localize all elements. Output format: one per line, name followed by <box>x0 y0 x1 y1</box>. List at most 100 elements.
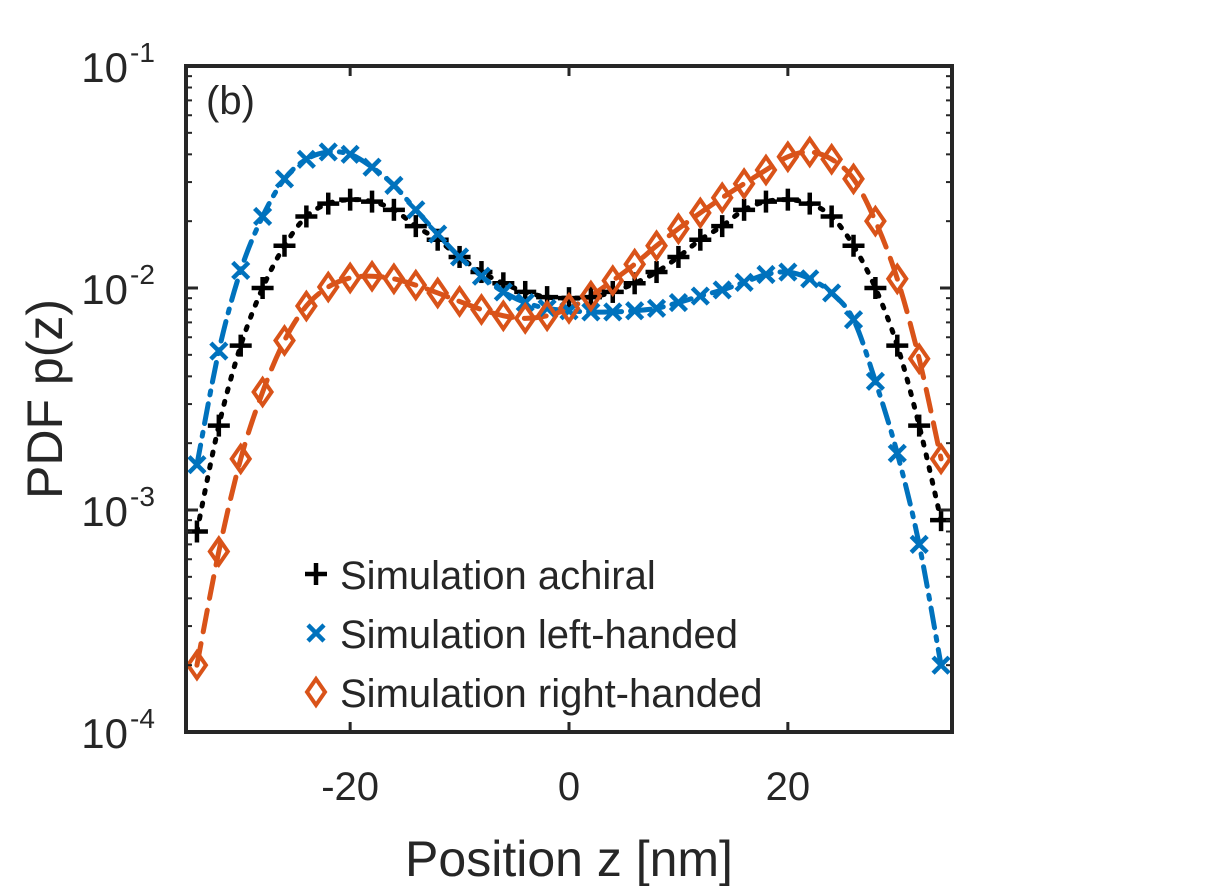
data-point-s0-2 <box>229 334 252 357</box>
data-point-s1-4 <box>274 169 295 189</box>
data-point-s1-9 <box>384 175 404 195</box>
marker-x-b <box>843 310 864 330</box>
y-tick-label: 10 -2 <box>81 259 155 313</box>
data-point-s1-11 <box>428 224 448 244</box>
data-point-s0-26 <box>754 190 777 213</box>
data-point-s1-6 <box>318 142 338 162</box>
data-point-s0-21 <box>645 261 668 284</box>
data-point-s1-22 <box>668 292 689 313</box>
marker-x-b <box>909 534 929 554</box>
marker-diamond-shape <box>688 196 712 230</box>
data-point-s2-29 <box>820 142 844 176</box>
data-point-s1-20 <box>625 301 645 321</box>
data-point-s2-33 <box>907 342 931 376</box>
data-point-s1-29 <box>822 283 842 303</box>
legend-marker-2 <box>304 675 328 709</box>
y-tick-base: 10 <box>81 488 128 535</box>
marker-x-b <box>209 341 229 361</box>
marker-x-b <box>778 262 798 282</box>
marker-x-b <box>428 224 448 244</box>
data-point-s1-24 <box>712 280 732 300</box>
data-point-s0-8 <box>361 190 384 213</box>
data-point-s0-15 <box>514 280 537 303</box>
marker-x-b <box>603 302 623 322</box>
data-point-s1-13 <box>471 266 492 286</box>
data-point-s0-30 <box>842 234 865 257</box>
legend-marker-0 <box>305 563 327 585</box>
data-point-s1-26 <box>756 264 776 285</box>
marker-diamond-shape <box>316 270 340 304</box>
x-tick-label: -20 <box>321 765 379 809</box>
y-tick-base: 10 <box>81 44 128 91</box>
marker-diamond-shape <box>207 535 231 569</box>
data-point-s1-33 <box>909 534 929 554</box>
data-point-s0-28 <box>798 192 821 215</box>
data-point-s1-10 <box>406 200 426 220</box>
data-point-s0-5 <box>295 205 318 228</box>
marker-diamond-shape <box>513 301 537 335</box>
marker-x-b <box>253 206 273 227</box>
legend-label-1: Simulation left-handed <box>340 613 738 657</box>
series-line-0 <box>194 197 944 535</box>
legend-marker-1 <box>306 623 326 643</box>
data-point-s0-4 <box>273 234 296 257</box>
y-tick-base: 10 <box>81 710 128 757</box>
marker-diamond-shape <box>820 142 844 176</box>
marker-x-b <box>800 269 820 289</box>
marker-diamond-shape <box>185 648 209 682</box>
marker-x-b <box>625 301 645 321</box>
data-point-s2-7 <box>338 261 362 295</box>
data-point-s2-13 <box>470 293 493 327</box>
marker-diamond-shape <box>304 675 328 709</box>
markers-layer <box>185 135 953 682</box>
data-point-s2-4 <box>273 324 296 358</box>
legend-label-0: Simulation achiral <box>340 554 656 598</box>
y-tick-base: 10 <box>81 266 128 313</box>
y-tick-label: 10 -3 <box>81 481 155 535</box>
data-point-s1-8 <box>362 157 382 177</box>
marker-x-b <box>668 292 689 313</box>
data-point-s1-2 <box>231 260 251 281</box>
marker-x-b <box>931 655 951 675</box>
marker-diamond-shape <box>601 264 625 298</box>
marker-x-b <box>318 142 338 162</box>
y-tick-exponent: -3 <box>130 481 155 512</box>
data-point-s2-31 <box>863 204 887 238</box>
y-tick-label: 10 -4 <box>81 703 155 757</box>
marker-diamond-shape <box>360 259 384 293</box>
data-point-s1-14 <box>493 282 513 302</box>
marker-diamond-shape <box>645 229 668 263</box>
data-point-s0-7 <box>339 188 362 211</box>
marker-x-b <box>756 264 776 285</box>
y-tick-exponent: -4 <box>130 703 155 734</box>
marker-x-b <box>306 623 326 643</box>
data-point-s0-1 <box>207 414 230 437</box>
marker-diamond-shape <box>448 284 472 318</box>
data-point-s2-9 <box>382 262 406 296</box>
data-point-s2-26 <box>754 153 778 187</box>
data-point-s2-32 <box>885 262 909 296</box>
data-point-s2-18 <box>579 279 603 313</box>
x-tick-label: 20 <box>766 765 811 809</box>
data-point-s2-8 <box>360 259 384 293</box>
data-point-s2-2 <box>229 442 253 476</box>
data-point-s2-10 <box>404 268 428 302</box>
data-point-s0-23 <box>689 228 712 251</box>
data-point-s2-22 <box>666 212 690 246</box>
marker-diamond-shape <box>579 279 603 313</box>
marker-diamond-shape <box>470 293 493 327</box>
data-point-s1-25 <box>734 272 754 292</box>
marker-diamond-shape <box>273 324 296 358</box>
marker-diamond-shape <box>732 167 756 201</box>
marker-diamond-shape <box>666 212 690 246</box>
data-point-s2-0 <box>185 648 209 682</box>
data-point-s2-34 <box>929 442 953 476</box>
data-point-s0-31 <box>864 277 887 299</box>
x-tick-label: 0 <box>558 765 580 809</box>
data-point-s0-32 <box>886 334 909 357</box>
data-point-s1-19 <box>603 302 623 322</box>
data-point-s1-1 <box>209 341 229 361</box>
data-point-s1-30 <box>843 310 864 330</box>
marker-diamond-shape <box>798 135 822 169</box>
marker-diamond-shape <box>623 247 647 281</box>
